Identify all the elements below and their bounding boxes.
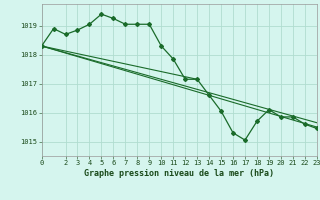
X-axis label: Graphe pression niveau de la mer (hPa): Graphe pression niveau de la mer (hPa) [84,169,274,178]
